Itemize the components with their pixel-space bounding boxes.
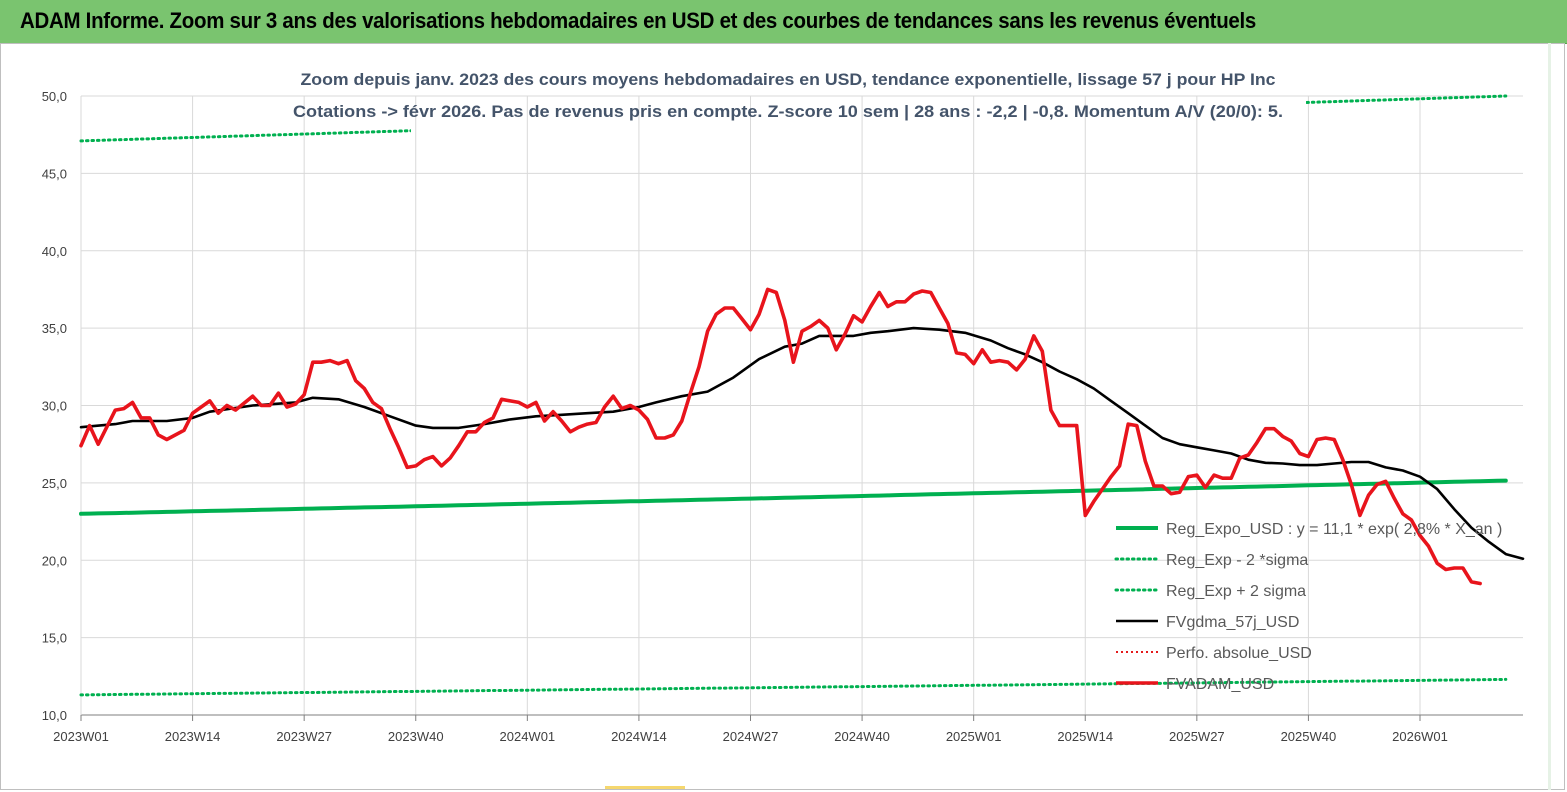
legend-label: Perfo. absolue_USD	[1166, 645, 1312, 662]
page-title: ADAM Informe. Zoom sur 3 ans des valoris…	[20, 8, 1257, 33]
frame-edge	[1548, 43, 1551, 790]
x-tick-label: 2024W27	[723, 729, 779, 744]
y-tick-label: 40,0	[42, 244, 67, 259]
series-reg-minus-2sigma	[79, 677, 1508, 697]
bottom-accent	[605, 786, 685, 789]
x-tick-label: 2023W14	[165, 729, 221, 744]
legend-label: FVADAM_USD	[1166, 676, 1274, 693]
chart-title-line2: Cotations -> févr 2026. Pas de revenus p…	[293, 102, 1283, 121]
y-tick-label: 30,0	[42, 399, 67, 414]
y-tick-label: 45,0	[42, 166, 67, 181]
x-tick-label: 2026W01	[1392, 729, 1448, 744]
x-tick-label: 2025W01	[946, 729, 1002, 744]
chart: 10,0 15,0 20,0 25,0 30,0 35,0 40,0 45,0 50,0 2023…	[42, 70, 1525, 744]
y-tick-label: 35,0	[42, 321, 67, 336]
legend-label: Reg_Expo_USD : y = 11,1 * exp( 2,8% * X_…	[1166, 521, 1502, 538]
y-tick-label: 20,0	[42, 553, 67, 568]
series	[79, 94, 1525, 697]
x-tick-label: 2024W14	[611, 729, 667, 744]
y-tick-label: 10,0	[42, 708, 67, 723]
x-tick-label: 2023W27	[276, 729, 332, 744]
series-reg-expo	[79, 478, 1508, 516]
x-tick-label: 2024W01	[500, 729, 556, 744]
x-tick-label: 2023W01	[53, 729, 109, 744]
x-tick-label: 2023W40	[388, 729, 444, 744]
series-fvadam	[79, 287, 1482, 586]
legend-label: Reg_Exp - 2 *sigma	[1166, 552, 1308, 569]
x-tick-label: 2024W40	[834, 729, 890, 744]
x-tick-label: 2025W40	[1281, 729, 1337, 744]
x-tick-label: 2025W27	[1169, 729, 1225, 744]
grid	[80, 95, 1523, 716]
chart-frame: 10,0 15,0 20,0 25,0 30,0 35,0 40,0 45,0 50,0 2023…	[0, 43, 1565, 790]
legend-label: Reg_Exp + 2 sigma	[1166, 583, 1306, 600]
y-tick-label: 50,0	[42, 89, 67, 104]
legend: Reg_Expo_USD : y = 11,1 * exp( 2,8% * X_…	[1114, 521, 1502, 693]
chart-title-line1: Zoom depuis janv. 2023 des cours moyens …	[301, 70, 1276, 89]
x-tick-label: 2025W14	[1057, 729, 1113, 744]
series-fvgdma	[79, 326, 1525, 560]
legend-label: FVgdma_57j_USD	[1166, 614, 1299, 631]
header-bar: ADAM Informe. Zoom sur 3 ans des valoris…	[0, 0, 1567, 44]
y-tick-label: 25,0	[42, 476, 67, 491]
y-tick-label: 15,0	[42, 631, 67, 646]
axes: 10,0 15,0 20,0 25,0 30,0 35,0 40,0 45,0 50,0 2023…	[42, 89, 1523, 744]
